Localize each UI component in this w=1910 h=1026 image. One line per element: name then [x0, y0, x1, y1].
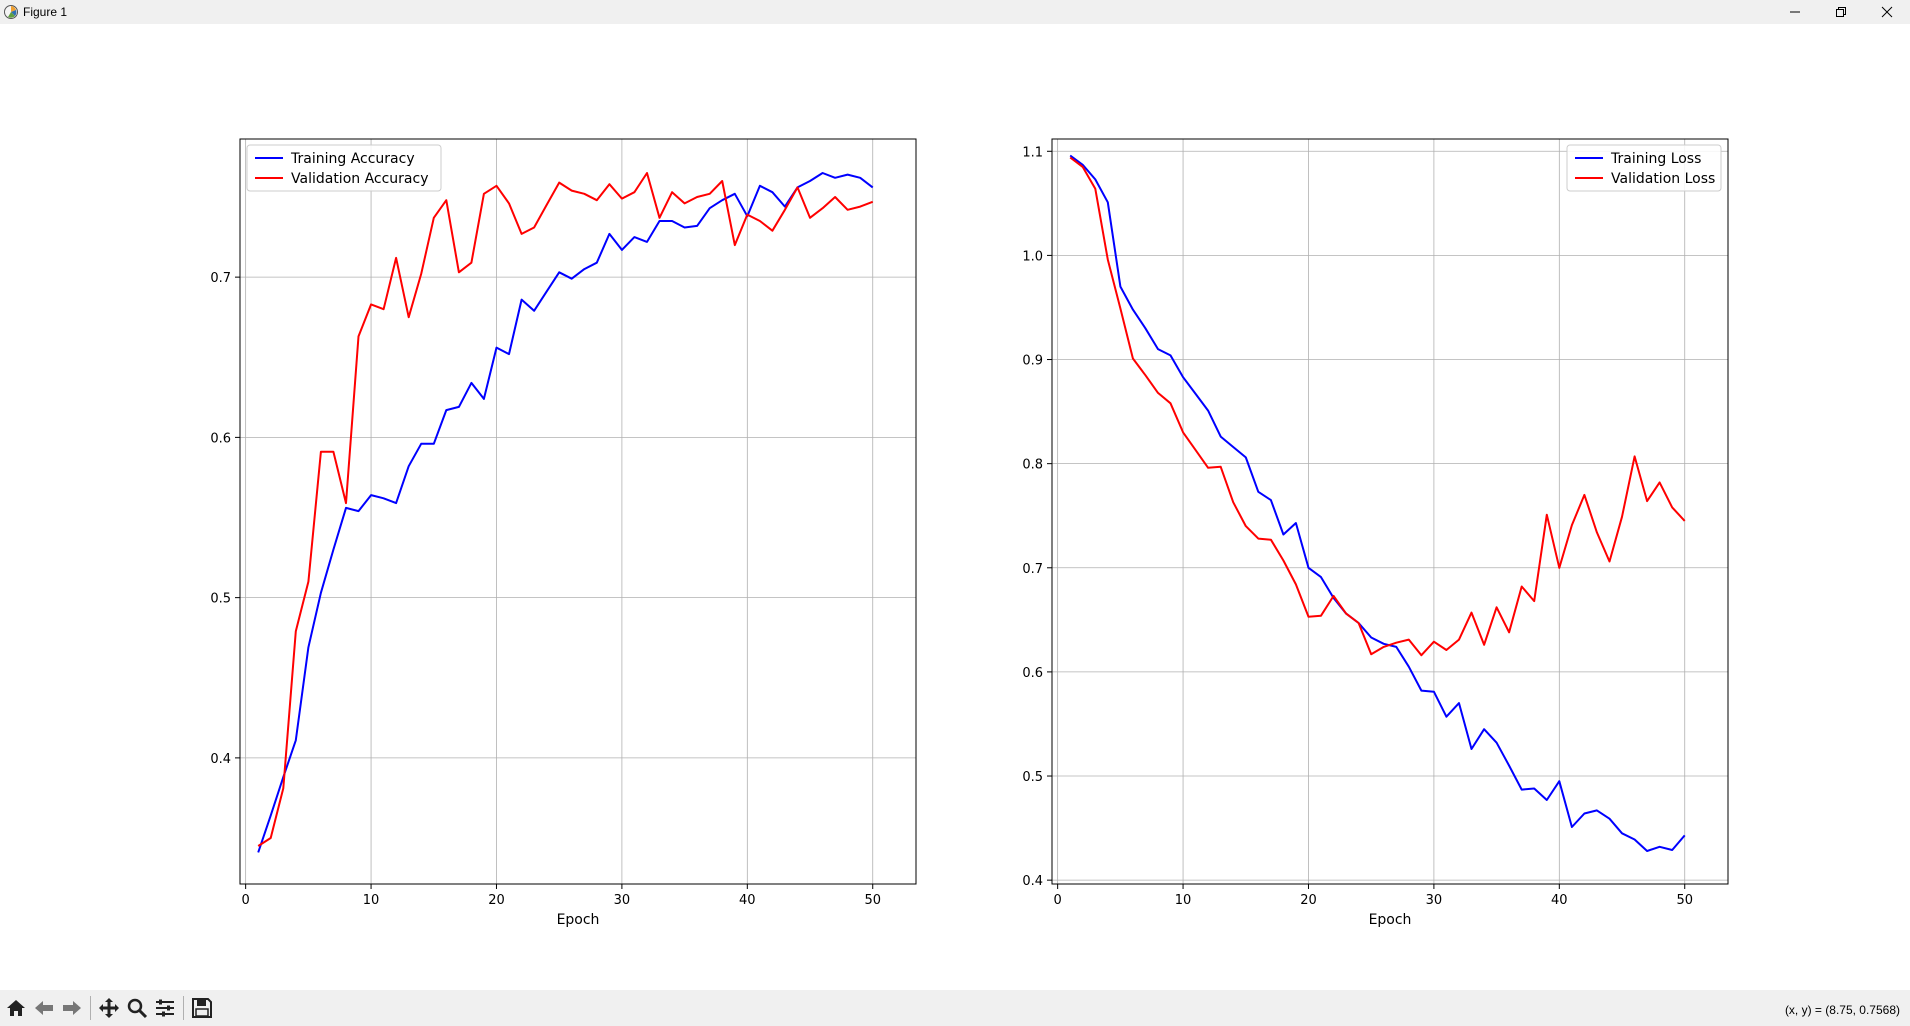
minimize-icon — [1790, 11, 1800, 13]
series-line-1 — [257, 172, 874, 853]
x-tick-label: 10 — [1175, 893, 1192, 908]
restore-icon — [1836, 7, 1846, 17]
forward-icon — [63, 1001, 81, 1015]
figure-plots: 0 10 20 30 40 50 0.4 0.5 0.6 0.7 Epoch Training Acc… — [210, 138, 1729, 928]
window-title: Figure 1 — [23, 5, 68, 19]
save-icon — [192, 998, 212, 1018]
navigation-toolbar — [0, 990, 1910, 1026]
legend: Training Accuracy Validation Accuracy — [246, 144, 442, 192]
x-tick-label: 40 — [1551, 893, 1568, 908]
cursor-coordinates: (x, y) = (8.75, 0.7568) — [1784, 1003, 1900, 1017]
matplotlib-logo-icon — [4, 5, 18, 19]
y-tick-label: 0.4 — [210, 752, 231, 767]
minimize-button[interactable] — [1772, 0, 1818, 24]
back-button[interactable] — [30, 994, 58, 1022]
y-tick-label: 0.5 — [1022, 770, 1043, 785]
y-tick-label: 0.7 — [1022, 562, 1043, 577]
zoom-button[interactable] — [123, 994, 151, 1022]
y-tick-label: 0.7 — [210, 271, 231, 286]
x-tick-label: 50 — [1676, 893, 1693, 908]
y-tick-label: 0.6 — [210, 431, 231, 446]
axes-frame — [1051, 138, 1729, 885]
y-tick-label: 0.9 — [1022, 354, 1043, 369]
legend: Training Loss Validation Loss — [1566, 144, 1722, 192]
legend-box — [1566, 144, 1722, 192]
home-button[interactable] — [2, 994, 30, 1022]
close-button[interactable] — [1864, 0, 1910, 24]
forward-button[interactable] — [58, 994, 86, 1022]
series-line-2 — [1069, 156, 1686, 657]
pan-button[interactable] — [95, 994, 123, 1022]
y-tick-label: 0.5 — [210, 592, 231, 607]
series-line-1 — [1069, 154, 1686, 852]
back-icon — [35, 1001, 53, 1015]
x-tick-label: 20 — [488, 893, 505, 908]
y-tick-label: 1.1 — [1022, 145, 1043, 160]
series-line-2 — [257, 172, 874, 847]
axes-frame — [239, 138, 917, 885]
zoom-icon — [127, 998, 148, 1019]
toolbar-separator — [90, 996, 91, 1020]
pan-icon — [99, 998, 119, 1018]
x-tick-label: 20 — [1300, 893, 1317, 908]
legend-box — [246, 144, 442, 192]
x-tick-label: 50 — [864, 893, 881, 908]
x-tick-label: 30 — [1426, 893, 1443, 908]
legend-label: Training Loss — [1610, 151, 1701, 167]
x-axis-label: Epoch — [557, 912, 600, 928]
subplot-1: 0 10 20 30 40 50 0.4 0.5 0.6 0.7 Epoch Training Acc… — [210, 138, 917, 928]
y-tick-label: 1.0 — [1022, 249, 1043, 264]
toolbar-separator — [183, 996, 184, 1020]
home-icon — [7, 1000, 25, 1016]
legend-label: Validation Accuracy — [291, 171, 429, 187]
configure-subplots-icon — [156, 999, 174, 1017]
x-tick-label: 10 — [363, 893, 380, 908]
y-tick-label: 0.4 — [1022, 874, 1043, 889]
x-tick-label: 40 — [739, 893, 756, 908]
subplot-2: 0 10 20 30 40 50 0.4 0.5 0.6 0.7 0.8 0.9 1.0 1.1 Epoch… — [1022, 138, 1729, 928]
x-axis-label: Epoch — [1369, 912, 1412, 928]
configure-subplots-button[interactable] — [151, 994, 179, 1022]
close-icon — [1881, 6, 1893, 18]
legend-label: Validation Loss — [1611, 171, 1715, 187]
x-tick-label: 0 — [242, 893, 250, 908]
y-tick-label: 0.8 — [1022, 458, 1043, 473]
window-titlebar: Figure 1 — [0, 0, 1910, 24]
x-tick-label: 0 — [1054, 893, 1062, 908]
window-controls — [1772, 0, 1910, 24]
legend-label: Training Accuracy — [290, 151, 415, 167]
x-tick-label: 30 — [614, 893, 631, 908]
restore-button[interactable] — [1818, 0, 1864, 24]
y-tick-label: 0.6 — [1022, 666, 1043, 681]
figure-canvas[interactable]: 0 10 20 30 40 50 0.4 0.5 0.6 0.7 Epoch Training Acc… — [0, 24, 1910, 990]
save-button[interactable] — [188, 994, 216, 1022]
